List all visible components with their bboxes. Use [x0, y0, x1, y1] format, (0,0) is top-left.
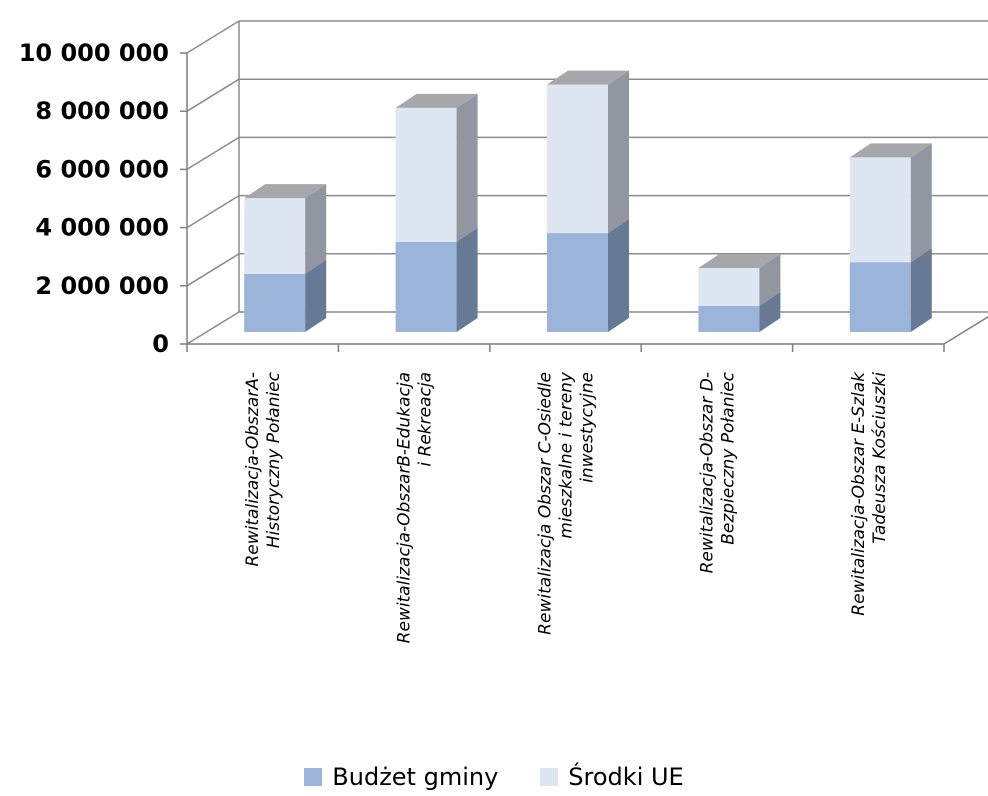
y-tick-label: 2 000 000: [35, 272, 169, 300]
bar-segment-front: [849, 262, 911, 332]
y-tick-label: 8 000 000: [35, 97, 169, 125]
legend: Budżet gminy Środki UE: [0, 760, 988, 794]
bar-segment-side: [608, 219, 629, 332]
bar-segment-front: [244, 273, 306, 332]
bar-segment-front: [547, 84, 608, 234]
bar-segment-front: [395, 107, 457, 242]
bar-top: [547, 70, 629, 85]
x-tick-label-line: Rewitalizacja-Obszar E-Szlak: [849, 371, 869, 616]
bar-segment-front: [395, 241, 457, 332]
bars: [244, 70, 932, 332]
x-tick-label-line: Rewitalizacja-ObszarA-: [243, 372, 263, 567]
bar-segment-front: [547, 233, 608, 332]
x-tick-label-line: mieszkalne i tereny: [557, 371, 577, 539]
legend-label-budzet-gminy: Budżet gminy: [332, 763, 499, 791]
bar-segment-side: [910, 143, 932, 263]
y-tick-label: 10 000 000: [19, 39, 169, 67]
bar-segment-front: [698, 305, 760, 332]
bar-top: [395, 93, 478, 108]
x-tick-label-line: Rewitalizacja Obszar C-Osiedle: [536, 372, 556, 635]
bar-segment-front: [244, 198, 306, 274]
bar-segment-side: [305, 259, 327, 332]
legend-item-budzet-gminy: Budżet gminy: [304, 763, 498, 791]
x-tick-label: Rewitalizacja-ObszarB-Edukacja i Rekreacj…: [395, 372, 436, 643]
bar-segment-front: [849, 157, 911, 263]
bar-top: [244, 184, 327, 199]
bar-top: [698, 253, 781, 268]
y-tick-label: 4 000 000: [35, 214, 169, 242]
bar-segment-side: [608, 70, 629, 234]
y-tick-label: 6 000 000: [35, 155, 169, 183]
gridline-diagonal: [186, 253, 240, 287]
gridline-diagonal: [186, 20, 240, 54]
legend-label-srodki-ue: Środki UE: [568, 763, 684, 791]
x-tick-label-line: Bezpieczny Połaniec: [718, 371, 738, 544]
x-tick-label-line: inwestycyjne: [578, 372, 598, 483]
gridline-diagonal: [186, 78, 240, 112]
bar-segment-side: [910, 248, 932, 332]
legend-swatch-srodki-ue: [540, 768, 559, 786]
x-tick-label-line: Tadeusza Kościuszki: [870, 372, 890, 544]
y-axis-ticks: 0 2 000 000 4 000 000 6 000 000 8 000 000 10 …: [19, 39, 169, 358]
bar-segment-side: [456, 227, 478, 332]
bar-segment-side: [456, 93, 478, 242]
bar-segment-side: [759, 253, 781, 306]
legend-swatch-budzet-gminy: [304, 768, 323, 786]
legend-item-srodki-ue: Środki UE: [540, 763, 684, 791]
y-tick-label: 0: [152, 330, 169, 358]
gridline-diagonal: [186, 194, 240, 229]
x-tick-label: Rewitalizacja-ObszarA- Historyczny Połani…: [243, 371, 284, 566]
x-tick-label-line: Historyczny Połaniec: [264, 371, 284, 548]
x-tick-label-line: Rewitalizacja-Obszar D-: [697, 372, 717, 573]
floor-edge: [943, 316, 988, 345]
x-tick-label: Rewitalizacja-Obszar D- Bezpieczny Połani…: [697, 371, 738, 573]
gridline-diagonal: [186, 311, 240, 345]
bar-segment-front: [698, 267, 760, 306]
x-tick-label: Rewitalizacja-Obszar E-Szlak Tadeusza Koś…: [849, 371, 890, 616]
x-tick-label-line: i Rekreacja: [416, 372, 436, 467]
x-tick-label: Rewitalizacja Obszar C-Osiedle mieszkalne…: [536, 371, 598, 635]
x-axis-labels: Rewitalizacja-ObszarA- Historyczny Połani…: [243, 371, 890, 643]
gridline-diagonal: [186, 136, 240, 171]
bar-top: [849, 143, 932, 158]
bar-segment-side: [305, 184, 327, 274]
bar-segment-side: [759, 291, 781, 332]
chart-canvas: 0 2 000 000 4 000 000 6 000 000 8 000 000 10 …: [19, 20, 988, 643]
x-tick-label-line: Rewitalizacja-ObszarB-Edukacja: [395, 372, 415, 643]
